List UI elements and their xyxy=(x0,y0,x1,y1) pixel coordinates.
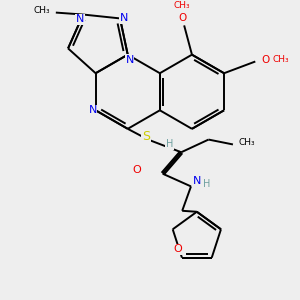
Text: N: N xyxy=(120,14,128,23)
Text: H: H xyxy=(166,140,173,149)
Text: N: N xyxy=(88,105,97,115)
Text: N: N xyxy=(125,55,134,64)
Text: N: N xyxy=(193,176,201,185)
Text: CH₃: CH₃ xyxy=(174,2,190,10)
Text: N: N xyxy=(76,14,84,24)
Text: CH₃: CH₃ xyxy=(238,138,255,147)
Text: CH₃: CH₃ xyxy=(34,6,50,15)
Text: O: O xyxy=(173,244,182,254)
Text: O: O xyxy=(261,55,269,64)
Text: S: S xyxy=(142,130,150,143)
Text: H: H xyxy=(203,179,210,189)
Text: CH₃: CH₃ xyxy=(272,55,289,64)
Text: O: O xyxy=(132,165,141,175)
Text: O: O xyxy=(178,13,186,22)
